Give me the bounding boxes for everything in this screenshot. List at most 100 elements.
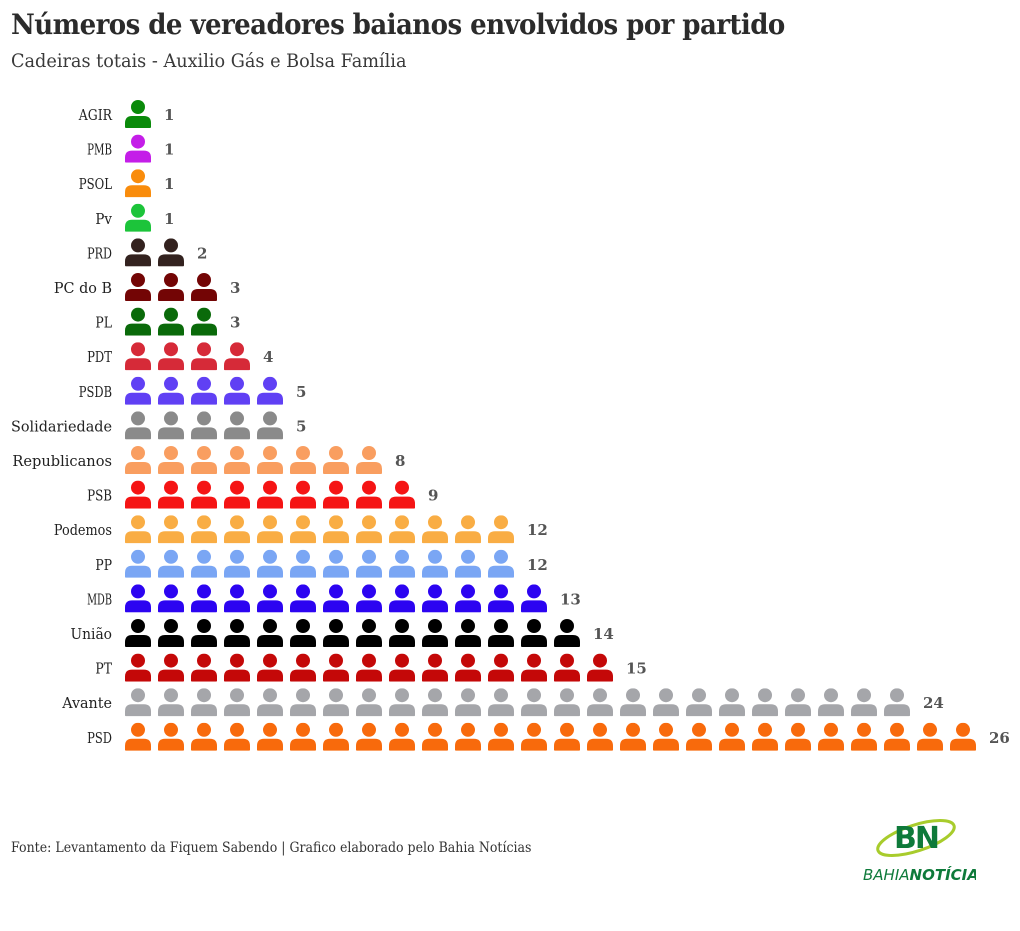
- person-icon: [851, 688, 877, 717]
- person-icon: [488, 722, 514, 751]
- category-label: MDB: [87, 590, 112, 608]
- person-icon: [884, 688, 910, 717]
- bahia-noticias-logo: BN BAHIANOTÍCIAS: [863, 819, 976, 884]
- person-icon: [323, 688, 349, 717]
- row-psdb: PSDB 5: [79, 376, 306, 405]
- person-icon: [686, 722, 712, 751]
- person-icon: [488, 653, 514, 682]
- person-icon: [323, 619, 349, 647]
- person-icon: [125, 446, 151, 474]
- person-icon: [587, 653, 613, 682]
- svg-text:BAHIANOTÍCIAS: BAHIANOTÍCIAS: [863, 865, 976, 884]
- person-icon: [488, 688, 514, 717]
- person-icon: [290, 480, 316, 509]
- person-icon: [719, 688, 745, 717]
- person-icon: [224, 584, 250, 613]
- category-label: PSDB: [79, 383, 112, 401]
- value-label: 4: [263, 348, 273, 366]
- person-icon: [917, 722, 943, 751]
- category-label: Podemos: [54, 521, 112, 539]
- person-icon: [752, 688, 778, 717]
- person-icon: [785, 722, 811, 751]
- person-icon: [125, 203, 151, 232]
- person-icon: [257, 584, 283, 613]
- person-icon: [389, 584, 415, 613]
- person-icon: [224, 376, 250, 405]
- person-icon: [257, 446, 283, 474]
- person-icon: [191, 376, 217, 405]
- person-icon: [158, 411, 184, 440]
- person-icon: [356, 446, 382, 474]
- person-icon: [125, 100, 151, 128]
- row-pdt: PDT 4: [87, 342, 273, 371]
- person-icon: [521, 688, 547, 717]
- row-pc-do-b: PC do B 3: [54, 273, 240, 301]
- row-pmb: PMB 1: [87, 134, 174, 163]
- value-label: 8: [395, 452, 405, 470]
- person-icon: [356, 688, 382, 717]
- person-icon: [455, 515, 481, 544]
- value-label: 24: [923, 694, 944, 712]
- person-icon: [224, 653, 250, 682]
- row-pp: PP 12: [95, 549, 548, 578]
- row-psol: PSOL 1: [79, 169, 174, 198]
- person-icon: [389, 515, 415, 544]
- person-icon: [224, 480, 250, 509]
- person-icon: [290, 584, 316, 613]
- person-icon: [488, 549, 514, 578]
- logo-word-bahia: BAHIA: [863, 866, 910, 884]
- category-label: AGIR: [78, 106, 113, 124]
- person-icon: [191, 307, 217, 336]
- person-icon: [356, 584, 382, 613]
- person-icon: [356, 549, 382, 578]
- person-icon: [323, 480, 349, 509]
- value-label: 1: [164, 175, 174, 193]
- person-icon: [356, 515, 382, 544]
- person-icon: [587, 688, 613, 717]
- person-icon: [125, 169, 151, 198]
- person-icon: [257, 515, 283, 544]
- row-psb: PSB 9: [87, 480, 438, 509]
- person-icon: [389, 480, 415, 509]
- category-label: PDT: [87, 348, 112, 366]
- value-label: 1: [164, 210, 174, 228]
- person-icon: [158, 653, 184, 682]
- row-mdb: MDB 13: [87, 584, 581, 613]
- category-label: PT: [95, 660, 112, 678]
- person-icon: [653, 722, 679, 751]
- person-icon: [323, 722, 349, 751]
- person-icon: [257, 688, 283, 717]
- person-icon: [455, 688, 481, 717]
- person-icon: [158, 376, 184, 405]
- person-icon: [191, 411, 217, 440]
- category-label: União: [71, 625, 113, 643]
- person-icon: [224, 515, 250, 544]
- row-solidariedade: Solidariedade 5: [11, 411, 306, 440]
- category-label: Pv: [95, 210, 112, 228]
- person-icon: [257, 653, 283, 682]
- category-label: PC do B: [54, 279, 112, 297]
- person-icon: [884, 722, 910, 751]
- value-label: 3: [230, 279, 240, 297]
- value-label: 2: [197, 244, 207, 262]
- category-label: PMB: [87, 141, 112, 159]
- logo-mark: BN: [894, 821, 938, 856]
- person-icon: [686, 688, 712, 717]
- row-pv: Pv 1: [95, 203, 174, 232]
- category-label: PP: [95, 556, 112, 574]
- person-icon: [224, 722, 250, 751]
- person-icon: [356, 722, 382, 751]
- value-label: 12: [527, 521, 548, 539]
- value-label: 12: [527, 556, 548, 574]
- person-icon: [455, 653, 481, 682]
- person-icon: [158, 342, 184, 371]
- person-icon: [389, 549, 415, 578]
- value-label: 9: [428, 487, 438, 505]
- person-icon: [521, 722, 547, 751]
- person-icon: [818, 688, 844, 717]
- person-icon: [125, 515, 151, 544]
- chart-subtitle: Cadeiras totais - Auxilio Gás e Bolsa Fa…: [11, 50, 407, 72]
- row-união: União 14: [71, 619, 614, 647]
- person-icon: [125, 307, 151, 336]
- person-icon: [125, 722, 151, 751]
